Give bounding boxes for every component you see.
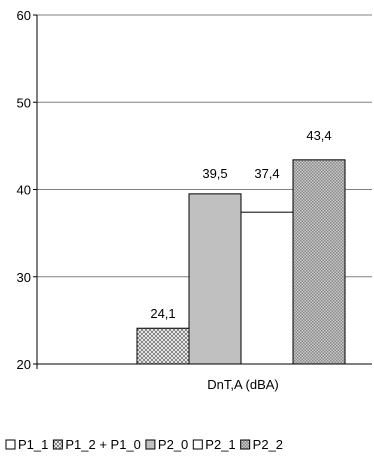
bar-p2-0 <box>188 193 242 365</box>
y-tick-label-60: 60 <box>17 8 31 23</box>
data-label-p2-1: 37,4 <box>254 166 279 181</box>
data-label-p1-2-p1-0: 24,1 <box>150 306 175 321</box>
y-tick-label-40: 40 <box>17 183 31 198</box>
legend-swatch-p1-1 <box>5 439 16 450</box>
data-label-p2-0: 39,5 <box>202 166 227 181</box>
bar-p2-1 <box>240 211 294 365</box>
legend-label-p2-0: P2_0 <box>158 437 188 452</box>
y-tick-label-50: 50 <box>17 95 31 110</box>
legend-label-p2-2: P2_2 <box>253 437 283 452</box>
y-tick-label-20: 20 <box>17 357 31 372</box>
legend-swatch-p2-2 <box>240 439 251 450</box>
legend-swatch-p2-1 <box>192 439 203 450</box>
legend-label-p1-2-p1-0: P1_2 + P1_0 <box>65 437 141 452</box>
y-tick-label-30: 30 <box>17 270 31 285</box>
axes <box>33 14 372 369</box>
bars <box>136 159 346 365</box>
bar-p1-2-p1-0 <box>136 327 190 365</box>
legend-swatch-p1-2-p1-0 <box>52 439 63 450</box>
legend-label-p2-1: P2_1 <box>205 437 235 452</box>
bar-p2-2 <box>292 159 346 365</box>
data-label-p2-2: 43,4 <box>306 128 331 143</box>
x-category-label: DnT,A (dBA) <box>207 377 279 392</box>
labels: 20 30 40 50 60 24,1 39,5 37,4 43,4 DnT,A (dBA) <box>17 8 332 392</box>
legend-label-p1-1: P1_1 <box>18 437 48 452</box>
legend-swatch-p2-0 <box>145 439 156 450</box>
legend: P1_1 P1_2 + P1_0 P2_0 P2_1 P2_2 <box>5 437 283 452</box>
